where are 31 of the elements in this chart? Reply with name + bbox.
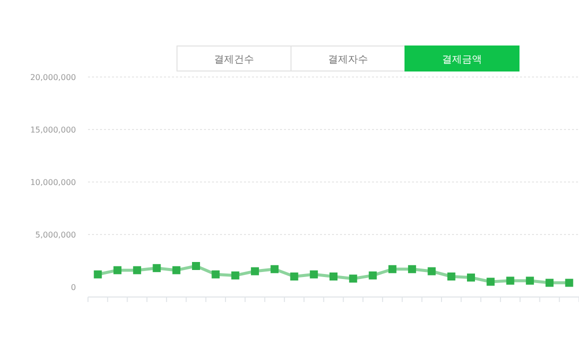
point <box>231 271 240 280</box>
point <box>368 271 377 280</box>
point <box>408 265 416 274</box>
y-tick-label: 5,000,000 <box>35 230 76 240</box>
point <box>506 276 514 285</box>
point <box>349 274 358 283</box>
point <box>133 266 142 274</box>
point <box>447 272 456 280</box>
point <box>172 266 180 274</box>
point <box>290 272 298 280</box>
point <box>270 265 279 274</box>
point <box>113 266 122 274</box>
point <box>152 264 161 272</box>
point <box>212 270 220 278</box>
point <box>192 262 200 270</box>
point <box>330 272 338 280</box>
chart-title: 결제금액 <box>442 54 482 66</box>
point <box>546 278 554 287</box>
point <box>388 265 396 274</box>
point <box>250 267 259 276</box>
y-tick-label: 10,000,000 <box>30 178 76 187</box>
y-tick-label: 20,000,000 <box>30 73 76 82</box>
point <box>94 270 102 278</box>
point <box>310 270 318 278</box>
y-tick-label: 0 <box>70 283 76 292</box>
point <box>486 278 495 286</box>
point <box>526 276 534 285</box>
point <box>428 267 436 276</box>
y-tick-label: 15,000,000 <box>30 126 76 134</box>
point <box>565 278 574 287</box>
point <box>466 274 475 282</box>
